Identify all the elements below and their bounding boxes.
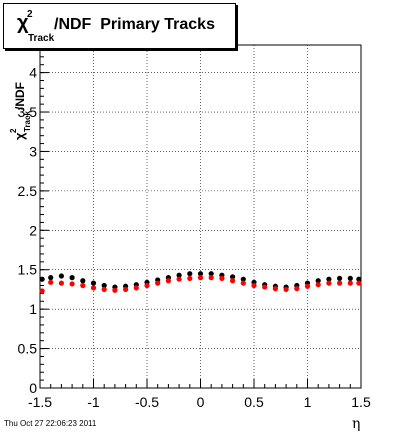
- data-point: [197, 275, 204, 281]
- y-axis-label-sub: Track: [23, 111, 32, 132]
- x-tick-label: -1.5: [28, 394, 52, 410]
- data-point: [48, 275, 54, 281]
- data-point: [208, 271, 214, 277]
- data-point: [347, 280, 353, 286]
- y-tick-label: 0.5: [18, 341, 38, 357]
- x-tick-label: -0.5: [135, 394, 159, 410]
- data-point: [262, 284, 268, 290]
- data-point: [69, 275, 75, 281]
- title-subscript: Track: [28, 33, 55, 44]
- grid: [40, 45, 361, 388]
- data-point: [155, 280, 161, 286]
- x-tick-label: 0.5: [244, 394, 264, 410]
- data-point: [272, 286, 278, 292]
- x-tick-label: -1: [87, 394, 100, 410]
- tick-labels: -1.5 -1 -0.5 0 0.5 1 1.5 0 0.5 1 1.5 2 2.5 3 3.5 4: [18, 65, 371, 410]
- datestamp: Thu Oct 27 22:06:23 2011: [4, 419, 97, 428]
- x-tick-label: 0: [197, 394, 205, 410]
- title-chi: χ: [17, 12, 29, 34]
- data-point: [133, 285, 139, 291]
- data-point: [304, 283, 311, 289]
- y-axis-label-chi: χ: [12, 132, 27, 140]
- y-tick-label: 3.5: [18, 104, 38, 120]
- data-point: [219, 275, 225, 281]
- axis-ticks: [39, 48, 362, 389]
- data-point: [337, 280, 343, 286]
- data-point: [112, 287, 118, 293]
- x-axis-label: η: [352, 416, 360, 432]
- chart-title: /NDF Primary Tracks: [54, 16, 215, 33]
- data-point: [337, 275, 343, 281]
- data-point: [176, 276, 182, 282]
- data-point: [69, 281, 75, 287]
- data-point: [90, 280, 97, 286]
- data-point: [187, 271, 193, 277]
- y-tick-label: 0: [29, 380, 37, 396]
- y-axis-label-rest: /NDF: [13, 82, 27, 110]
- x-tick-label: 1.5: [351, 394, 371, 410]
- data-point: [315, 282, 321, 288]
- chart-title-box: χ 2 Track /NDF Primary Tracks: [3, 3, 236, 49]
- data-series: [39, 271, 362, 294]
- title-superscript: 2: [27, 9, 33, 20]
- data-point: [230, 274, 236, 280]
- y-tick-label: 2.5: [18, 183, 38, 199]
- y-axis-label: χ 2 Track /NDF: [9, 82, 32, 140]
- data-point: [356, 276, 362, 282]
- data-point: [197, 271, 204, 277]
- data-point: [39, 288, 45, 294]
- data-point: [347, 275, 353, 281]
- y-tick-label: 2: [29, 222, 37, 238]
- data-point: [144, 282, 150, 289]
- y-tick-label: 4: [29, 65, 37, 81]
- data-point: [187, 275, 193, 281]
- data-point: [251, 282, 257, 289]
- data-point: [58, 273, 64, 279]
- data-point: [294, 286, 300, 292]
- series-red: [39, 275, 362, 294]
- data-point: [208, 275, 214, 281]
- data-point: [80, 278, 86, 284]
- data-point: [90, 285, 97, 291]
- data-point: [58, 280, 64, 286]
- data-point: [165, 278, 171, 284]
- data-point: [230, 278, 236, 284]
- y-tick-label: 1: [29, 301, 37, 317]
- y-tick-label: 3: [29, 143, 37, 159]
- x-tick-label: 1: [304, 394, 312, 410]
- data-point: [326, 280, 332, 286]
- data-point: [48, 279, 54, 285]
- y-axis-label-sup: 2: [9, 128, 18, 133]
- data-point: [283, 286, 289, 293]
- y-tick-label: 1.5: [18, 262, 38, 278]
- data-point: [176, 272, 182, 278]
- data-point: [240, 280, 246, 286]
- data-point: [80, 282, 86, 289]
- data-point: [123, 286, 129, 293]
- data-point: [356, 280, 362, 286]
- data-point: [326, 276, 332, 282]
- data-point: [101, 286, 107, 293]
- data-point: [39, 276, 45, 282]
- data-point: [240, 276, 246, 282]
- data-point: [315, 278, 321, 284]
- data-point: [101, 282, 107, 289]
